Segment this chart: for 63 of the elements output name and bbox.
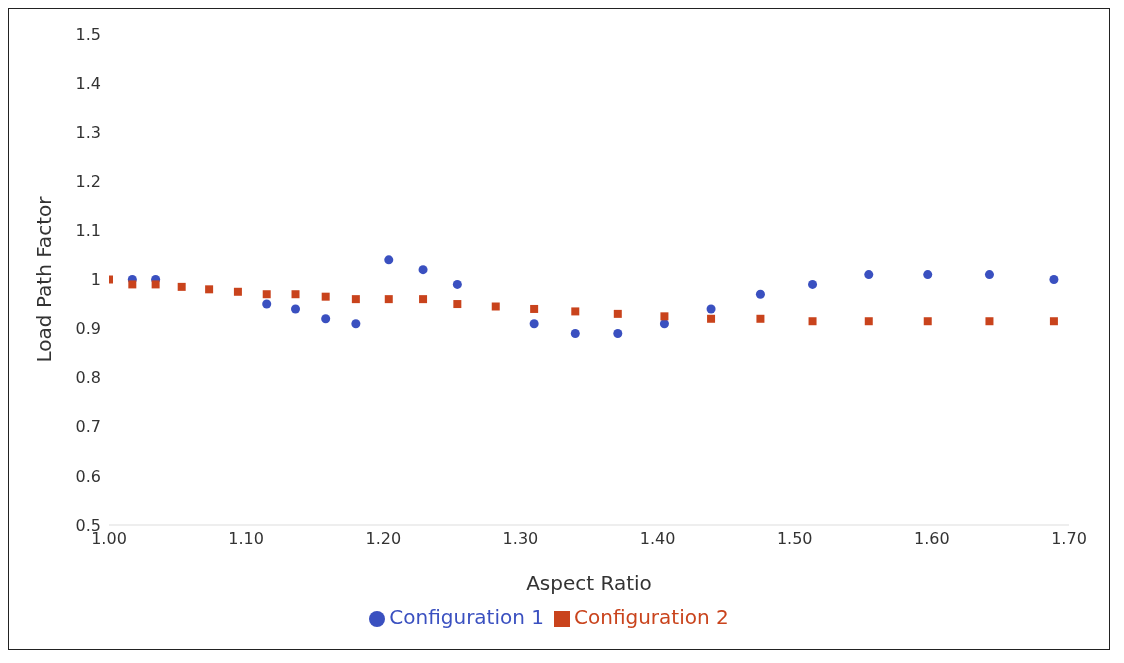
y-tick-label: 1.2 (75, 171, 101, 191)
point (707, 314, 716, 323)
point (452, 279, 462, 289)
point (491, 302, 500, 311)
point (985, 317, 994, 326)
point (659, 319, 669, 329)
point (291, 304, 301, 314)
point (756, 314, 765, 323)
point (262, 290, 271, 299)
point (351, 295, 360, 304)
point (453, 300, 462, 309)
x-axis-title: Aspect Ratio (526, 571, 652, 595)
point (233, 287, 242, 296)
point (808, 279, 818, 289)
point (808, 317, 817, 326)
y-tick-label: 1 (90, 270, 101, 290)
point (864, 317, 873, 326)
point (177, 282, 186, 291)
point (384, 295, 393, 304)
x-tick-label: 1.50 (776, 529, 813, 549)
point (1049, 317, 1058, 326)
x-tick-label: 1.10 (228, 529, 264, 549)
point (1049, 274, 1059, 285)
x-tick-label: 1.30 (502, 529, 539, 549)
point (755, 289, 765, 299)
x-tick-label: 1.70 (1051, 529, 1087, 549)
point (660, 312, 669, 321)
x-tick-label: 1.40 (639, 529, 676, 549)
point (151, 280, 160, 289)
point (419, 295, 428, 304)
point (128, 280, 137, 289)
point (262, 299, 272, 309)
point (570, 329, 580, 339)
legend-label: Configuration 2 (574, 605, 729, 629)
point (291, 290, 300, 299)
y-tick-label: 0.8 (75, 368, 101, 388)
point (321, 292, 330, 301)
x-tick-label: 1.60 (914, 529, 950, 549)
y-tick-label: 0.9 (75, 319, 101, 339)
y-tick-label: 1.3 (75, 122, 101, 142)
point (205, 285, 214, 294)
x-tick-label: 1.20 (365, 529, 402, 549)
legend-label: Configuration 1 (389, 605, 544, 629)
point (613, 329, 623, 339)
point (530, 304, 539, 313)
y-tick-label: 0.6 (75, 466, 101, 486)
y-tick-label: 0.7 (75, 417, 101, 437)
y-tick-label: 1.4 (75, 73, 101, 93)
point (529, 319, 539, 329)
point (613, 309, 622, 318)
point (864, 270, 874, 280)
point (923, 270, 933, 280)
point (923, 317, 932, 326)
point (984, 270, 994, 280)
point (384, 255, 394, 265)
point (321, 314, 331, 324)
point (351, 319, 361, 329)
point (571, 307, 580, 316)
y-axis-title: Load Path Factor (32, 195, 57, 363)
point (706, 304, 716, 314)
y-tick-label: 1.1 (75, 221, 101, 241)
point (418, 265, 428, 275)
y-tick-label: 1.5 (75, 24, 101, 44)
